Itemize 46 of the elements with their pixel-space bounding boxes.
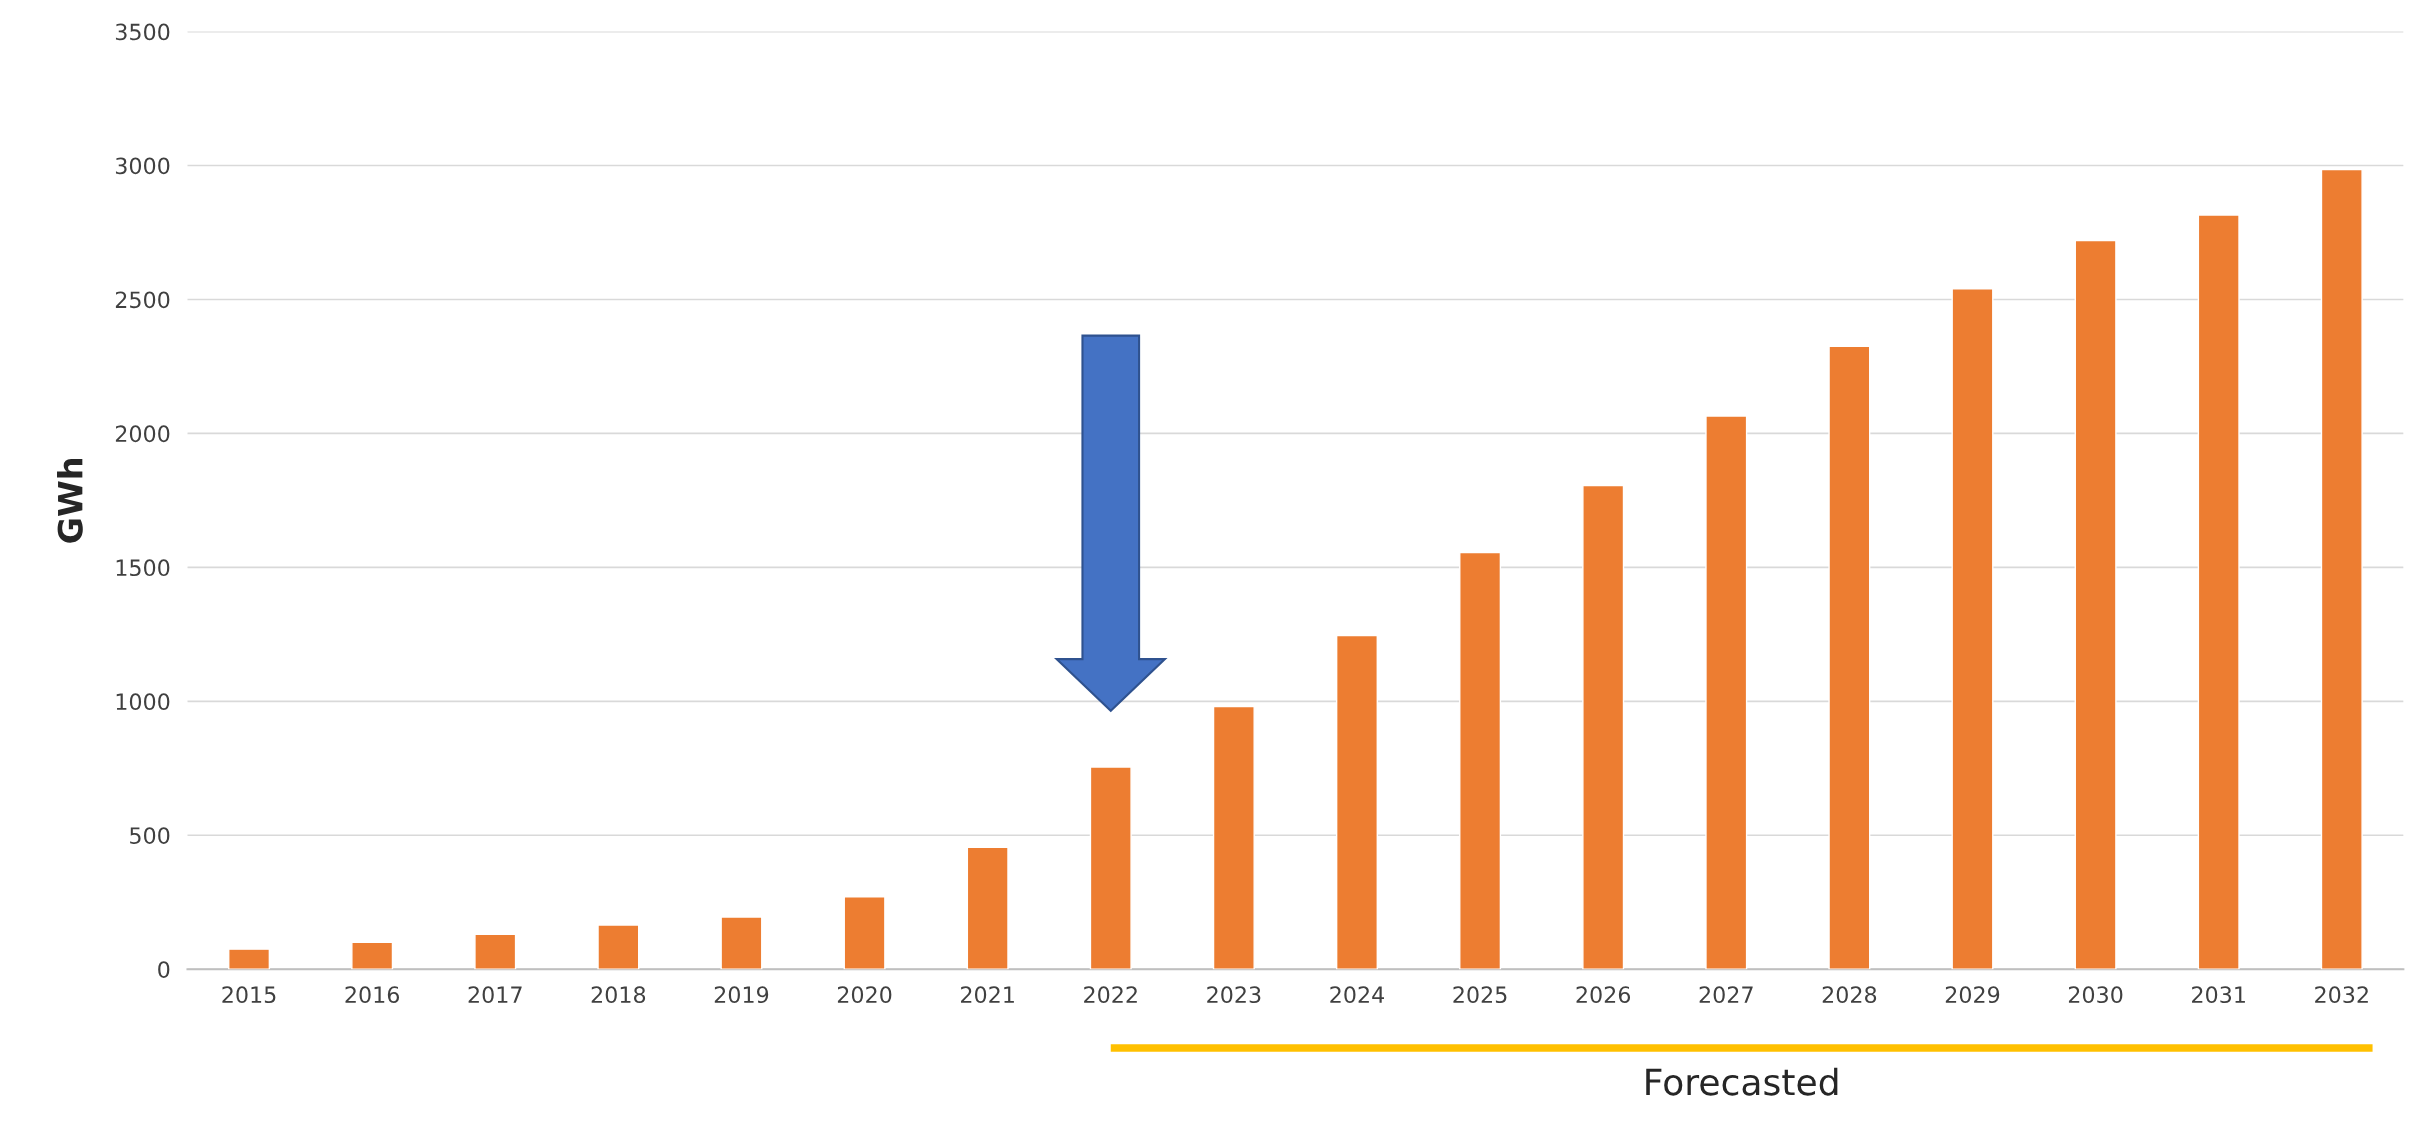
x-tick-label: 2021 [961, 986, 1014, 1004]
bar [1828, 345, 1871, 970]
y-tick-label: 1000 [116, 693, 170, 711]
x-tick-label: 2027 [1699, 986, 1753, 1004]
x-tick-label: 2023 [1207, 986, 1261, 1004]
bar [1212, 705, 1255, 970]
bar [351, 941, 394, 970]
bar [720, 916, 763, 970]
x-tick-label: 2028 [1822, 986, 1877, 1004]
y-axis-title: GWh [57, 459, 83, 543]
x-tick-label: 2031 [2192, 986, 2245, 1004]
x-tick-label: 2022 [1084, 986, 1137, 1004]
bar [2320, 168, 2363, 970]
bar [1089, 766, 1132, 970]
bar [597, 924, 640, 970]
bar [1459, 551, 1502, 970]
bar [1335, 634, 1378, 970]
y-tick-label: 2500 [115, 291, 170, 309]
x-tick-label: 2018 [591, 986, 646, 1004]
bar [1951, 288, 1994, 970]
y-tick-label: 0 [158, 961, 170, 978]
bar [1705, 415, 1748, 970]
bar [1582, 484, 1625, 970]
x-tick-label: 2025 [1453, 986, 1507, 1004]
y-tick-label: 1500 [116, 559, 170, 577]
bar [228, 948, 271, 970]
y-tick-label: 2000 [115, 425, 170, 443]
x-tick-label: 2026 [1576, 986, 1631, 1004]
y-tick-label: 3500 [115, 23, 170, 41]
x-tick-label: 2029 [1945, 986, 2000, 1004]
x-tick-label: 2032 [2315, 986, 2368, 1004]
text: Forecasted [1646, 1067, 1838, 1096]
bar [2197, 214, 2240, 970]
x-tick-label: 2030 [2068, 986, 2123, 1004]
y-tick-label: 500 [130, 827, 170, 845]
bar [474, 933, 517, 970]
x-tick-label: 2016 [345, 986, 400, 1004]
x-tick-label: 2020 [837, 986, 892, 1004]
bar [966, 846, 1009, 970]
x-tick-label: 2015 [222, 986, 276, 1004]
bar [843, 896, 886, 970]
bar [2074, 239, 2117, 970]
x-tick-label: 2017 [468, 986, 522, 1004]
x-tick-label: 2019 [714, 986, 769, 1004]
x-tick-label: 2024 [1330, 986, 1384, 1004]
y-tick-label: 3000 [115, 157, 170, 175]
